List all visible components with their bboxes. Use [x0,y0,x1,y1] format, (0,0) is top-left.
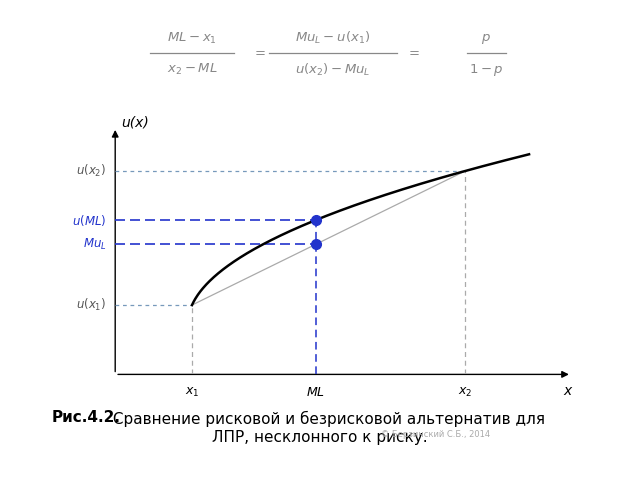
Text: Сравнение рисковой и безрисковой альтернатив для: Сравнение рисковой и безрисковой альтерн… [108,410,545,427]
Text: © Берзинский С.Б., 2014: © Берзинский С.Б., 2014 [381,430,490,439]
Text: $1-p$: $1-p$ [469,62,504,78]
Text: $u(ML)$: $u(ML)$ [72,213,107,228]
Text: u(x): u(x) [122,115,149,130]
Text: $x_2$: $x_2$ [458,386,472,399]
Text: $Mu_L$: $Mu_L$ [83,237,107,252]
Text: $u(x_1)$: $u(x_1)$ [77,297,107,313]
Text: ЛПР, несклонного к риску.: ЛПР, несклонного к риску. [212,430,428,444]
Text: $x_{2}-ML$: $x_{2}-ML$ [166,62,218,77]
Text: Рис.4.2.: Рис.4.2. [51,410,120,425]
Text: $x_1$: $x_1$ [185,386,199,399]
Text: $p$: $p$ [481,32,492,46]
Text: $u(x_{2})-Mu_{L}$: $u(x_{2})-Mu_{L}$ [295,62,371,79]
Text: $Mu_{L}-u(x_{1})$: $Mu_{L}-u(x_{1})$ [295,29,371,46]
Text: x: x [563,384,572,397]
Text: $ML-x_{1}$: $ML-x_{1}$ [167,31,217,46]
Text: $=$: $=$ [252,45,266,59]
Text: $u(x_2)$: $u(x_2)$ [77,163,107,179]
Text: $ML$: $ML$ [306,386,325,399]
Text: $=$: $=$ [406,45,420,59]
